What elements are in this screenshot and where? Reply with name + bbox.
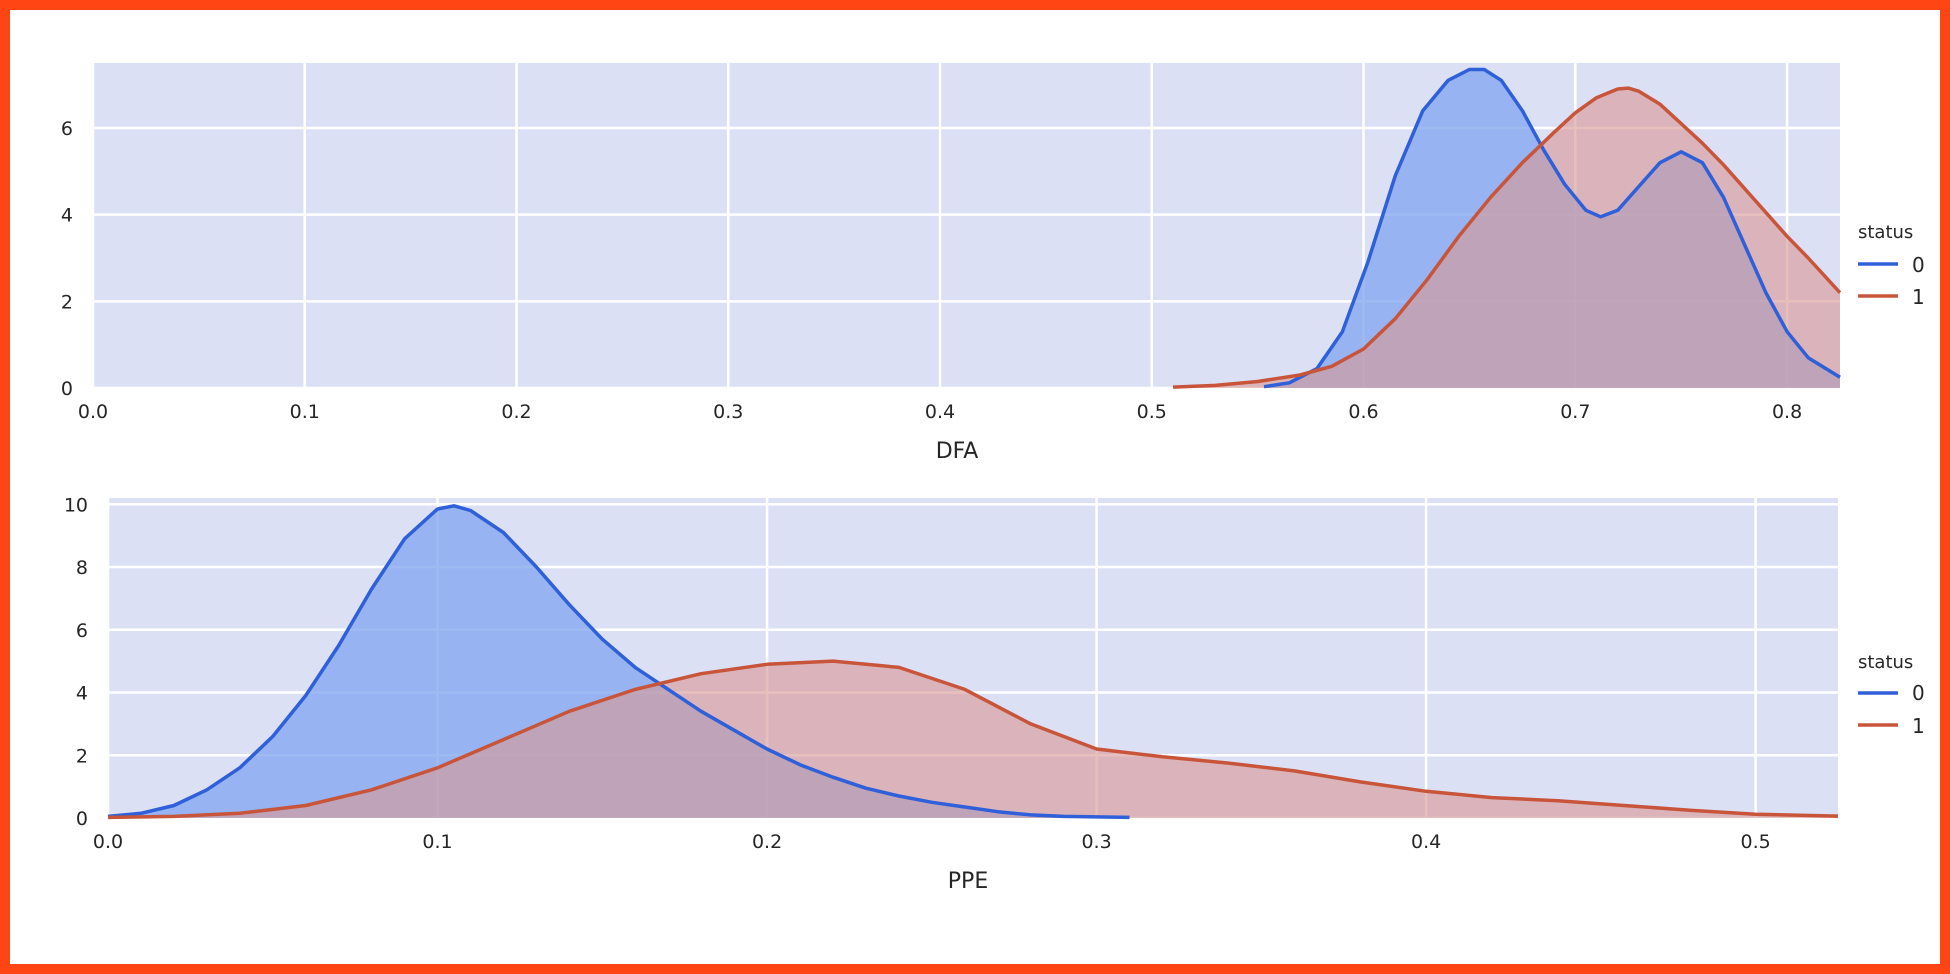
dfa-legend-title: status (1858, 222, 1913, 243)
dfa-x-axis-title: DFA (936, 439, 979, 464)
dfa-x-tick-label: 0.8 (1772, 401, 1802, 423)
dfa-y-tick-label: 6 (61, 118, 73, 140)
dfa-status-0-line (1263, 67, 1841, 389)
dfa-y-tick-label: 4 (61, 205, 73, 227)
ppe-y-tick-label: 2 (76, 745, 88, 767)
ppe-x-tick-label: 0.0 (93, 831, 123, 853)
dfa-y-tick-label: 0 (61, 378, 73, 400)
dfa-x-tick-label: 0.2 (501, 401, 531, 423)
ppe-x-tick-label: 0.4 (1411, 831, 1441, 853)
dfa-status-1-area (1173, 88, 1840, 388)
dfa-status-1-line (1172, 86, 1842, 389)
dfa-y-tick-label: 2 (61, 291, 73, 313)
ppe-density-panel: 0.0 0.1 0.2 0.3 0.4 0.5 0 2 4 6 8 10 PPE status 0 1 (64, 494, 1925, 894)
ppe-status-0-line (107, 504, 1130, 820)
ppe-x-tick-label: 0.1 (422, 831, 452, 853)
dfa-x-tick-label: 0.1 (290, 401, 320, 423)
ppe-y-tick-label: 0 (76, 808, 88, 830)
ppe-x-tick-label: 0.3 (1081, 831, 1111, 853)
ppe-status-1-line (107, 659, 1839, 820)
dfa-density-panel: 0.0 0.1 0.2 0.3 0.4 0.5 0.6 0.7 0.8 0 2 4 6 DFA stat… (61, 63, 1925, 464)
ppe-legend-label-1: 1 (1912, 714, 1925, 738)
dfa-x-tick-label: 0.7 (1560, 401, 1590, 423)
dfa-x-tick-label: 0.3 (713, 401, 743, 423)
dfa-x-tick-label: 0.0 (78, 401, 108, 423)
ppe-status-1-area (108, 661, 1838, 818)
ppe-y-tick-label: 6 (76, 620, 88, 642)
ppe-y-tick-label: 10 (64, 494, 88, 516)
ppe-legend-title: status (1858, 652, 1913, 673)
ppe-x-tick-label: 0.2 (752, 831, 782, 853)
ppe-y-tick-label: 8 (76, 557, 88, 579)
dfa-legend-label-1: 1 (1912, 285, 1925, 309)
ppe-status-0-area (108, 505, 1130, 818)
ppe-legend-label-0: 0 (1912, 681, 1925, 705)
dfa-x-tick-label: 0.6 (1348, 401, 1378, 423)
ppe-x-tick-label: 0.5 (1741, 831, 1771, 853)
ppe-x-axis-title: PPE (948, 869, 988, 894)
ppe-y-tick-label: 4 (76, 683, 88, 705)
dfa-x-tick-label: 0.4 (925, 401, 955, 423)
dfa-x-tick-label: 0.5 (1137, 401, 1167, 423)
dfa-legend-label-0: 0 (1912, 253, 1925, 277)
